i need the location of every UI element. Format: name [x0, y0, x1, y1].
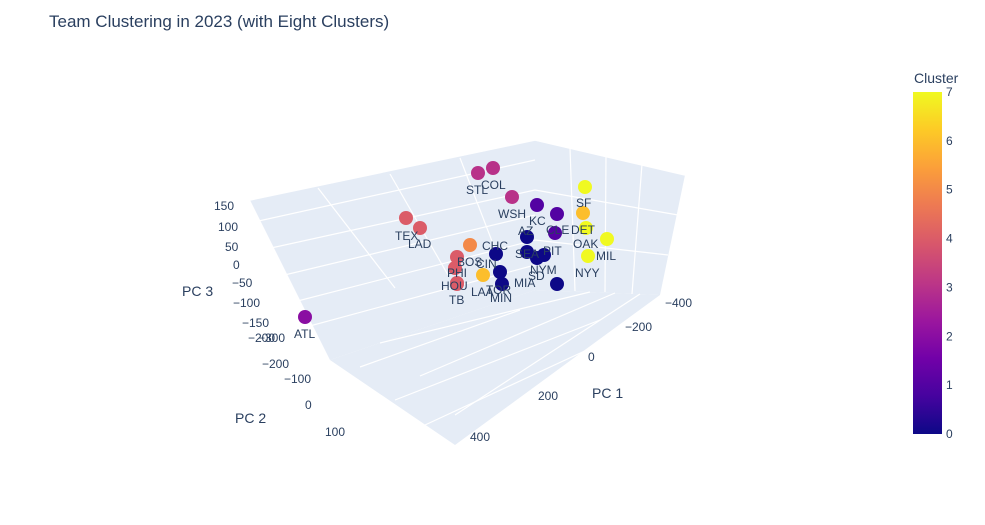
point-label-stl: STL: [466, 183, 488, 197]
point-label-laa: LAA: [471, 285, 494, 299]
point-label-cle: CLE: [546, 223, 569, 237]
colorbar-gradient: [913, 92, 942, 434]
point-bos[interactable]: [450, 250, 464, 264]
colorbar-tick-label: 5: [946, 183, 953, 197]
point-label-det: DET: [571, 223, 596, 237]
point-nyy[interactable]: [581, 249, 595, 263]
y-tick-label: −200: [262, 357, 289, 371]
point-tex[interactable]: [399, 211, 413, 225]
point-label-nym: NYM: [530, 263, 557, 277]
z-axis-title: PC 3: [182, 283, 213, 299]
point-phi[interactable]: [448, 261, 462, 275]
point-chc[interactable]: [463, 238, 477, 252]
point-det[interactable]: [576, 206, 590, 220]
point-label-col: COL: [481, 178, 506, 192]
point-label-lad: LAD: [408, 237, 432, 251]
point-label-cin: CIN: [476, 257, 497, 271]
z-tick-label: −50: [232, 276, 253, 290]
point-az[interactable]: [520, 230, 534, 244]
point-label-sea: SEA: [515, 247, 539, 261]
z-tick-label: 150: [214, 199, 234, 213]
right-wall: [535, 140, 685, 295]
point-label-bos: BOS: [457, 255, 482, 269]
point-min[interactable]: [495, 277, 509, 291]
colorbar-title: Cluster: [914, 70, 959, 86]
point-label-tex: TEX: [395, 229, 418, 243]
axis-ticks: −400−2000200400−300−200−1000100150100500…: [214, 199, 692, 444]
scene-edges: [249, 139, 686, 201]
point-label-sf: SF: [576, 196, 591, 210]
point-atl[interactable]: [298, 310, 312, 324]
x-tick-label: 200: [538, 389, 558, 403]
colorbar-tick-label: 1: [946, 378, 953, 392]
point-sf[interactable]: [578, 180, 592, 194]
y-tick-label: 0: [305, 398, 312, 412]
point-label-phi: PHI: [447, 266, 467, 280]
point-label-mia: MIA: [514, 276, 535, 290]
x-tick-label: 0: [588, 350, 595, 364]
point-tor[interactable]: [493, 265, 507, 279]
y-tick-label: 100: [325, 425, 345, 439]
point-label-min: MIN: [490, 291, 512, 305]
point-nym[interactable]: [530, 251, 544, 265]
point-wsh[interactable]: [505, 190, 519, 204]
z-tick-label: 0: [233, 258, 240, 272]
point-label-pit: PIT: [543, 244, 562, 258]
chart-title: Team Clustering in 2023 (with Eight Clus…: [49, 12, 390, 31]
colorbar-tick-label: 2: [946, 329, 953, 343]
z-tick-label: −100: [233, 296, 260, 310]
x-tick-label: 400: [470, 430, 490, 444]
x-tick-label: −400: [665, 296, 692, 310]
y-axis-title: PC 2: [235, 410, 266, 426]
point-oak[interactable]: [579, 221, 593, 235]
x-axis-title: PC 1: [592, 385, 623, 401]
point-label-mil: MIL: [596, 249, 616, 263]
colorbar-tick-label: 0: [946, 427, 953, 441]
point-label-sd: SD: [528, 269, 545, 283]
z-tick-label: −200: [248, 331, 275, 345]
point-pit[interactable]: [548, 226, 562, 240]
colorbar-tick-label: 6: [946, 134, 953, 148]
point-tb[interactable]: [450, 277, 464, 291]
point-lad[interactable]: [413, 221, 427, 235]
colorbar-tick-label: 3: [946, 280, 953, 294]
point-label-tor: TOR: [486, 283, 511, 297]
colorbar-ticks: 0 1 2 3 4 5 6 7: [946, 85, 953, 441]
point-stl[interactable]: [471, 166, 485, 180]
z-tick-label: 100: [218, 220, 238, 234]
point-label-wsh: WSH: [498, 207, 526, 221]
point-label-tb: TB: [449, 293, 464, 307]
z-tick-label: 50: [225, 240, 239, 254]
point-mil[interactable]: [600, 232, 614, 246]
point-label-chc: CHC: [482, 239, 508, 253]
point-label-nyy: NYY: [575, 266, 600, 280]
point-label-hou: HOU: [441, 279, 468, 293]
point-label-az: AZ: [518, 224, 533, 238]
point-cle[interactable]: [550, 207, 564, 221]
point-label-oak: OAK: [573, 237, 598, 251]
colorbar-tick-label: 4: [946, 232, 953, 246]
point-cin[interactable]: [489, 247, 503, 261]
point-mia[interactable]: [550, 277, 564, 291]
point-laa[interactable]: [476, 268, 490, 282]
point-label-kc: KC: [529, 214, 546, 228]
x-tick-label: −200: [625, 320, 652, 334]
z-tick-label: −150: [242, 316, 269, 330]
colorbar: Cluster 0 1 2 3 4 5 6 7: [913, 70, 959, 441]
y-tick-label: −100: [284, 372, 311, 386]
point-kc[interactable]: [530, 198, 544, 212]
back-wall: [250, 140, 535, 360]
y-tick-label: −300: [258, 331, 285, 345]
colorbar-tick-label: 7: [946, 85, 953, 99]
point-label-atl: ATL: [294, 327, 315, 341]
point-col[interactable]: [486, 161, 500, 175]
